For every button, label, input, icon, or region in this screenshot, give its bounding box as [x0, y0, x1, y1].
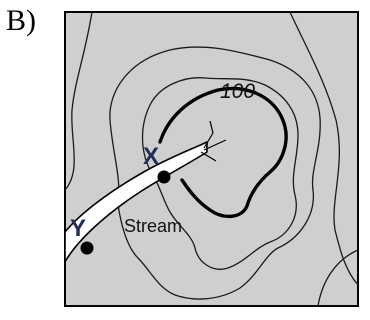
stream-branch-1 — [203, 132, 214, 149]
option-label: B) — [6, 4, 36, 37]
contour-line-middle — [109, 46, 321, 300]
contour-line-inner — [141, 77, 299, 270]
stream — [64, 141, 208, 263]
contour-line-bottom-right — [317, 249, 359, 307]
contour-line-outer-right — [289, 11, 359, 286]
point-x-label: X — [143, 143, 159, 170]
stream-label: Stream — [124, 216, 182, 236]
stream-branch-3 — [200, 151, 217, 162]
point-y — [80, 241, 94, 255]
stream-branch-2 — [203, 139, 227, 151]
point-x — [157, 170, 171, 184]
stream-branch-4 — [209, 120, 214, 134]
contour-line-outer-left — [64, 11, 93, 191]
map-frame — [64, 11, 359, 307]
contour-label-100: 100 — [220, 80, 255, 103]
point-y-label: Y — [70, 215, 86, 242]
contour-line-100 — [158, 86, 288, 218]
